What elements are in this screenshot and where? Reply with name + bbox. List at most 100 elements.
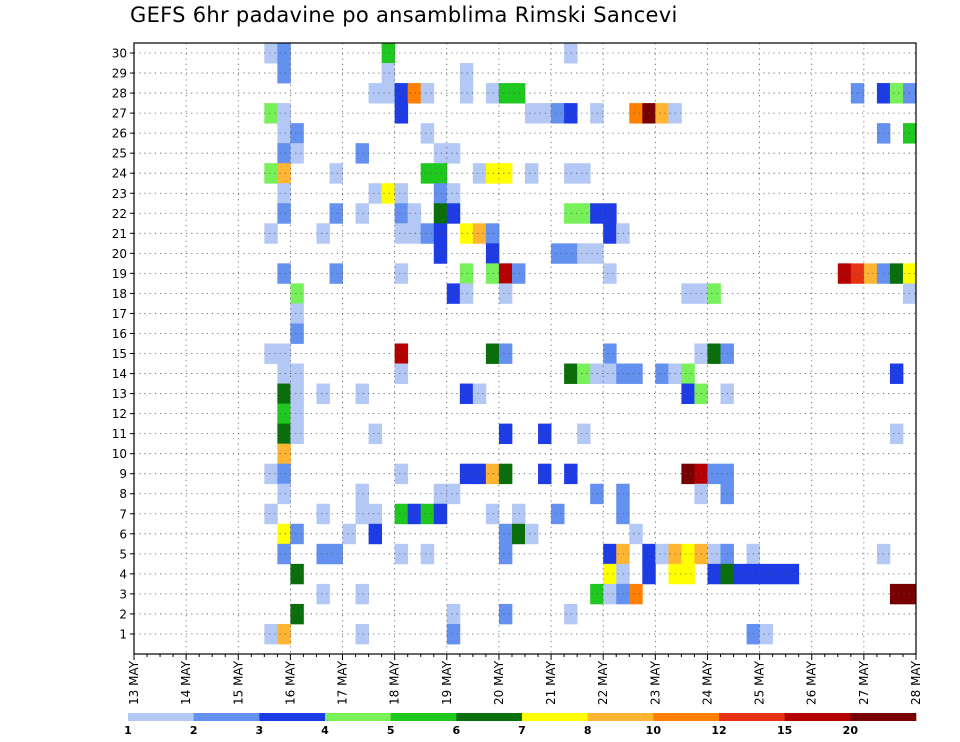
precip-cell xyxy=(459,463,474,485)
legend-swatch xyxy=(193,713,260,721)
precip-cell xyxy=(577,203,591,224)
precip-cell xyxy=(551,103,565,124)
legend-label: 6 xyxy=(453,724,461,737)
y-tick-label: 2 xyxy=(119,607,127,621)
x-tick-label: 20 MAY xyxy=(492,660,506,705)
precip-cell xyxy=(329,263,343,284)
y-tick-label: 7 xyxy=(119,507,127,521)
legend-swatch xyxy=(522,713,588,721)
x-tick-label: 21 MAY xyxy=(544,660,558,705)
precip-cell xyxy=(837,263,852,284)
precip-cell xyxy=(433,503,448,525)
precip-cell xyxy=(459,83,474,104)
precip-cell xyxy=(889,423,904,445)
precip-cell xyxy=(459,63,474,84)
precip-cell xyxy=(629,363,643,384)
precip-cell xyxy=(485,83,500,104)
precip-cell xyxy=(485,463,500,485)
x-tick-label: 15 MAY xyxy=(231,660,245,705)
precip-cell xyxy=(316,383,330,404)
precip-cell xyxy=(629,103,643,124)
legend-label: 20 xyxy=(843,724,859,737)
precip-cell xyxy=(472,383,487,404)
precip-cell xyxy=(277,43,291,64)
x-tick-label: 19 MAY xyxy=(440,660,454,705)
precip-cell xyxy=(433,243,448,264)
legend-swatch xyxy=(456,713,523,721)
precip-cell xyxy=(538,463,552,485)
precip-cell xyxy=(329,203,343,224)
legend-label: 12 xyxy=(711,724,726,737)
precip-cell xyxy=(394,183,409,204)
precip-cell xyxy=(498,423,513,445)
x-tick-label: 17 MAY xyxy=(336,660,350,705)
precip-cell xyxy=(394,463,409,485)
precip-cell xyxy=(368,523,383,545)
precip-cell xyxy=(264,223,278,244)
precip-cell xyxy=(290,563,304,585)
y-tick-label: 29 xyxy=(112,67,127,81)
y-tick-label: 27 xyxy=(112,107,127,121)
precip-cell xyxy=(290,363,304,384)
x-tick-label: 14 MAY xyxy=(179,660,193,705)
legend-swatch xyxy=(390,713,457,721)
precip-cell xyxy=(498,163,513,184)
precip-cell xyxy=(485,343,500,364)
precip-cell xyxy=(629,583,643,605)
precip-cell xyxy=(264,103,278,124)
precip-cell xyxy=(446,283,461,304)
precip-cell xyxy=(394,83,409,104)
legend-label: 8 xyxy=(584,724,592,737)
precip-cell xyxy=(498,543,513,565)
legend-label: 5 xyxy=(387,724,395,737)
precip-cell xyxy=(681,463,695,485)
precip-cell xyxy=(889,83,904,104)
y-tick-label: 16 xyxy=(112,327,127,341)
precip-cell xyxy=(277,343,291,364)
precip-cell xyxy=(277,363,291,384)
y-tick-label: 17 xyxy=(112,307,127,321)
precip-cell xyxy=(355,483,369,505)
y-tick-label: 26 xyxy=(112,127,127,141)
y-tick-label: 14 xyxy=(112,367,127,381)
precip-cell xyxy=(264,503,278,525)
y-tick-label: 5 xyxy=(119,547,127,561)
precip-cell xyxy=(603,343,617,364)
legend-swatch xyxy=(587,713,654,721)
precip-cell xyxy=(264,43,278,64)
precip-cell xyxy=(629,523,643,545)
precip-cell xyxy=(290,143,304,164)
legend-swatch xyxy=(850,713,917,721)
precip-cell xyxy=(342,523,356,545)
legend-label: 7 xyxy=(518,724,526,737)
precip-cell xyxy=(407,503,422,525)
precip-cell xyxy=(264,463,278,485)
precip-cell xyxy=(603,563,617,585)
precip-cell xyxy=(277,383,291,404)
y-tick-label: 18 xyxy=(112,287,127,301)
precip-cell xyxy=(707,343,721,364)
legend-label: 15 xyxy=(777,724,792,737)
y-tick-label: 22 xyxy=(112,207,127,221)
precip-cell xyxy=(355,143,369,164)
y-tick-label: 25 xyxy=(112,147,127,161)
precip-cell xyxy=(863,263,878,284)
precip-cell xyxy=(538,103,552,124)
precip-cell xyxy=(446,143,461,164)
precip-cell xyxy=(551,503,565,525)
y-tick-label: 19 xyxy=(112,267,127,281)
precip-cell xyxy=(277,123,291,144)
precip-cell xyxy=(707,283,721,304)
precip-cell xyxy=(381,63,396,84)
precip-cell xyxy=(577,363,591,384)
precip-cell xyxy=(485,243,500,264)
precip-cell xyxy=(525,103,539,124)
precip-cell xyxy=(355,503,369,525)
grid-layer xyxy=(134,43,916,654)
precip-cell xyxy=(394,363,409,384)
precip-cell xyxy=(472,163,487,184)
precip-cell xyxy=(759,623,774,645)
precip-cell xyxy=(498,83,513,104)
legend-label: 1 xyxy=(124,724,132,737)
legend-swatch xyxy=(784,713,851,721)
